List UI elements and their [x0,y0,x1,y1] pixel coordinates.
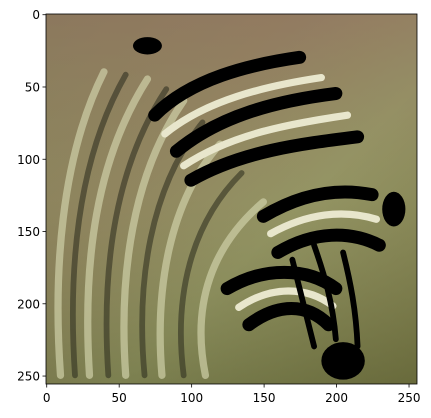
y-tick-label: 50 [25,80,40,94]
x-tick-label: 200 [325,391,348,405]
y-tick-label: 200 [17,297,40,311]
x-tick-label: 0 [43,391,51,405]
y-tick-label: 0 [32,8,40,22]
axes-frame [45,13,418,385]
x-tick-label: 50 [112,391,127,405]
x-tick-label: 100 [180,391,203,405]
y-tick-label: 250 [17,370,40,384]
y-tick-label: 150 [17,225,40,239]
x-tick-label: 250 [398,391,421,405]
y-tick-label: 100 [17,153,40,167]
x-tick-label: 150 [253,391,276,405]
image [46,14,417,384]
